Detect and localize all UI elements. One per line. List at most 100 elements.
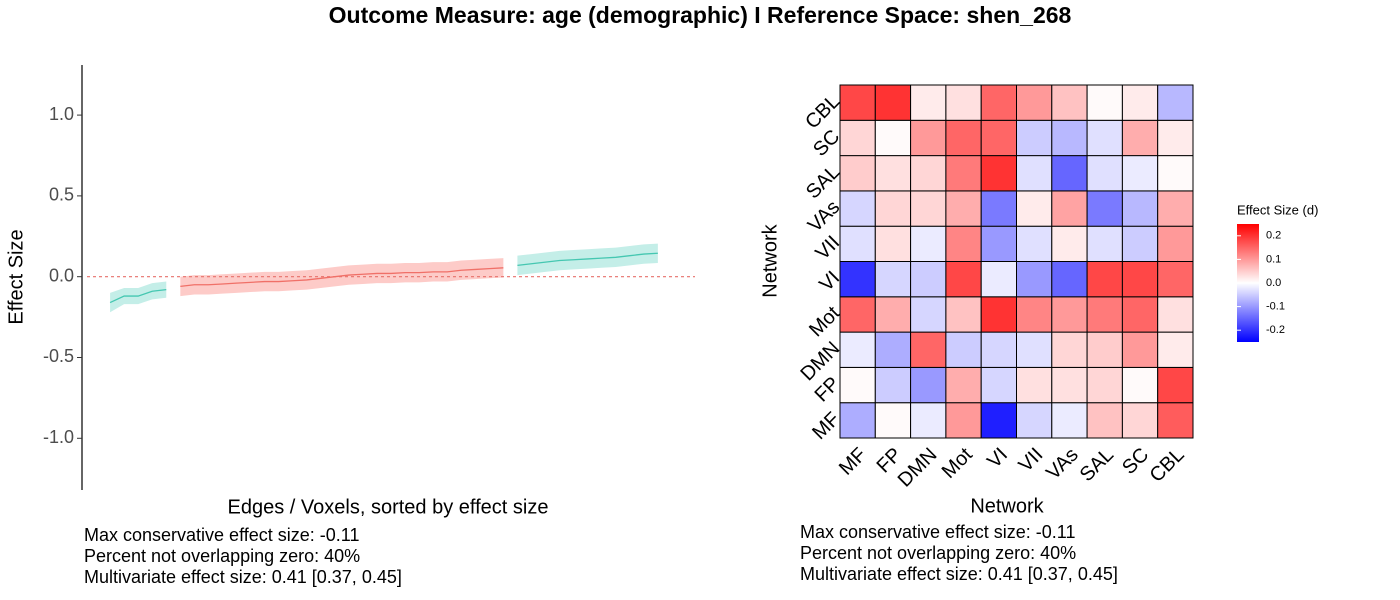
- heatmap-cell: [874, 155, 912, 192]
- colorbar-tick-label: 0.1: [1266, 253, 1281, 265]
- heatmap-cell: [945, 366, 982, 404]
- note: Max conservative effect size: -0.11: [800, 522, 1075, 542]
- heatmap-cell: [1016, 84, 1053, 121]
- note: Percent not overlapping zero: 40%: [800, 543, 1076, 563]
- heatmap-cell: [945, 190, 982, 227]
- heatmap-cell: [1086, 84, 1123, 121]
- heatmap-cell: [1157, 190, 1194, 227]
- colorbar: [1237, 224, 1259, 342]
- y-tick-label: Mot: [805, 302, 844, 341]
- heatmap-cell: [1121, 331, 1159, 368]
- heatmap-cell: [980, 119, 1018, 157]
- x-axis-title: Network: [970, 495, 1044, 517]
- heatmap-cell: [1051, 225, 1088, 262]
- note: Max conservative effect size: -0.11: [84, 525, 359, 545]
- heatmap-cell: [1121, 261, 1159, 298]
- heatmap-cell: [839, 190, 876, 227]
- heatmap-cell: [839, 119, 876, 157]
- heatmap-cell: [839, 402, 876, 439]
- heatmap-cell: [910, 331, 947, 368]
- heatmap-cell: [910, 119, 947, 157]
- heatmap-cell: [839, 366, 876, 404]
- colorbar-tick-label: -0.2: [1266, 324, 1285, 336]
- heatmap-cell: [874, 119, 912, 157]
- heatmap-cell: [1086, 366, 1123, 404]
- heatmap-cell: [1051, 119, 1088, 157]
- y-tick-label: 0.5: [49, 185, 74, 205]
- heatmap-cell: [980, 190, 1018, 227]
- heatmap-cell: [1157, 366, 1194, 404]
- x-tick-label: VI: [983, 444, 1012, 473]
- legend-title: Effect Size (d): [1237, 202, 1318, 217]
- heatmap-cell: [1121, 119, 1159, 157]
- heatmap-cell: [980, 84, 1018, 121]
- heatmap-cell: [1157, 296, 1194, 333]
- heatmap-cell: [874, 225, 912, 262]
- heatmap-cell: [1016, 190, 1053, 227]
- x-tick-label: VII: [1015, 444, 1048, 477]
- heatmap-cell: [1121, 155, 1159, 192]
- heatmap-cell: [1016, 155, 1053, 192]
- heatmap-cell: [1086, 261, 1123, 298]
- x-tick-label: DMN: [894, 444, 942, 492]
- heatmap-cell: [839, 261, 876, 298]
- heatmap-cell: [1051, 190, 1088, 227]
- effect-line: [180, 267, 504, 288]
- y-tick-label: 0.0: [49, 265, 74, 285]
- heatmap-cell: [980, 296, 1018, 333]
- heatmap-cell: [1121, 84, 1159, 121]
- heatmap-cell: [980, 366, 1018, 404]
- heatmap-cell: [1051, 331, 1088, 368]
- heatmap-cell: [874, 190, 912, 227]
- heatmap-cell: [945, 155, 982, 192]
- y-axis-title: Effect Size: [5, 229, 27, 324]
- heatmap-cell: [839, 296, 876, 333]
- heatmap-cell: [1157, 261, 1194, 298]
- heatmap-cell: [874, 296, 912, 333]
- heatmap-cell: [1121, 296, 1159, 333]
- heatmap-cell: [910, 225, 947, 262]
- heatmap-cell: [1016, 402, 1053, 439]
- heatmap-cell: [839, 84, 876, 121]
- y-tick-label: SAL: [802, 161, 844, 203]
- heatmap-cell: [1016, 225, 1053, 262]
- heatmap-cell: [910, 366, 947, 404]
- x-tick-label: CBL: [1146, 444, 1189, 487]
- heatmap-cell: [1157, 225, 1194, 262]
- heatmap-cell: [1121, 366, 1159, 404]
- heatmap-cell: [1121, 225, 1159, 262]
- heatmap-cell: [945, 331, 982, 368]
- effect-line: [517, 252, 658, 267]
- heatmap-cell: [945, 119, 982, 157]
- heatmap-cell: [910, 402, 947, 439]
- effect-line: [109, 288, 167, 304]
- ci-band: [110, 281, 167, 313]
- heatmap-cell: [980, 331, 1018, 368]
- heatmap-cell: [1051, 84, 1088, 121]
- heatmap-cell: [1051, 155, 1088, 192]
- heatmap-cell: [874, 402, 912, 439]
- heatmap-cell: [1051, 296, 1088, 333]
- heatmap-cell: [945, 402, 982, 439]
- heatmap-cell: [980, 225, 1018, 262]
- heatmap-cell: [980, 261, 1018, 298]
- y-tick-label: DMN: [797, 337, 845, 385]
- heatmap-cell: [945, 296, 982, 333]
- colorbar-tick-label: 0.2: [1266, 230, 1281, 242]
- heatmap-cell: [910, 155, 947, 192]
- heatmap-cell: [839, 225, 876, 262]
- heatmap-cell: [1051, 402, 1088, 439]
- heatmap-cell: [874, 366, 912, 404]
- heatmap-cell: [1016, 261, 1053, 298]
- colorbar-tick-label: 0.0: [1266, 277, 1281, 289]
- heatmap-cell: [874, 261, 912, 298]
- heatmap-cell: [1157, 119, 1194, 157]
- heatmap-cell: [910, 190, 947, 227]
- y-tick-label: VII: [811, 232, 844, 265]
- heatmap-cell: [1016, 366, 1053, 404]
- heatmap-cell: [910, 84, 947, 121]
- y-tick-label: -0.5: [43, 346, 74, 366]
- heatmap-cell: [1157, 155, 1194, 192]
- y-axis-title: Network: [759, 223, 781, 297]
- heatmap-cell: [1157, 84, 1194, 121]
